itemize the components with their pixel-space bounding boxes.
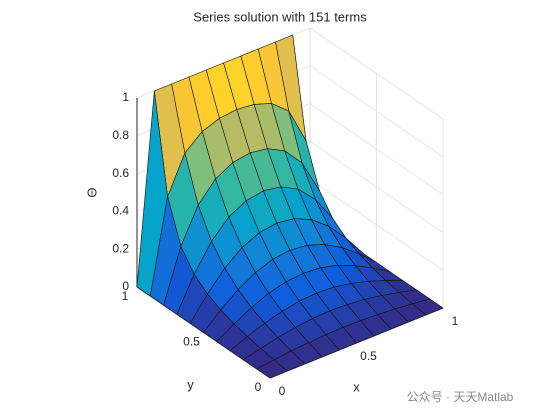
x-tick-label: 1 [452, 314, 459, 328]
y-tick-label: 0.5 [183, 335, 200, 349]
y-axis-label: y [187, 377, 194, 392]
z-tick-label: 0.6 [112, 166, 129, 180]
z-tick-label: 0.2 [112, 241, 129, 255]
z-tick-label: 0.4 [112, 204, 129, 218]
watermark: 公众号 · 天天Matlab [407, 390, 514, 404]
z-tick-label: 1 [122, 90, 129, 104]
z-tick-label: 0 [122, 279, 129, 293]
x-axis-label: x [353, 379, 360, 394]
y-tick-label: 0 [255, 380, 262, 394]
y-axis-line [136, 286, 271, 379]
z-axis-label: Θ [84, 187, 99, 197]
x-tick-label: 0 [279, 384, 286, 398]
x-tick-label: 0.5 [360, 349, 377, 363]
chart-title: Series solution with 151 terms [193, 9, 367, 24]
y-tick-label: 1 [122, 289, 129, 303]
x-axis-line [269, 307, 444, 379]
z-tick-label: 0.8 [112, 128, 129, 142]
